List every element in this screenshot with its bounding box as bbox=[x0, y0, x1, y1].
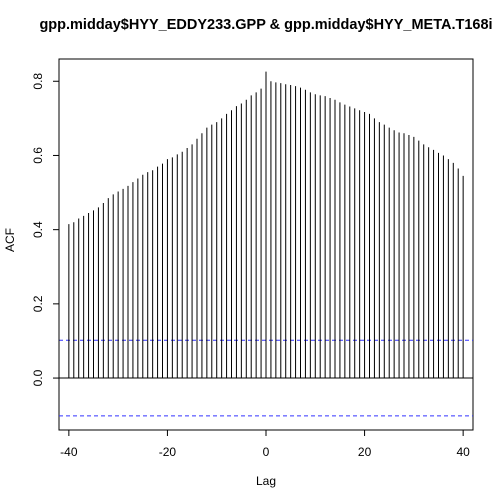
y-axis: 0.0 0.2 0.4 0.6 0.8 bbox=[31, 73, 60, 386]
x-tick-label: 0 bbox=[263, 445, 270, 459]
y-tick-label: 0.0 bbox=[31, 369, 45, 386]
y-tick-label: 0.6 bbox=[31, 147, 45, 164]
x-tick-label: -40 bbox=[60, 445, 78, 459]
x-tick-label: -20 bbox=[159, 445, 177, 459]
y-axis-label: ACF bbox=[3, 228, 17, 252]
chart-title: gpp.midday$HYY_EDDY233.GPP & gpp.midday$… bbox=[39, 17, 492, 33]
x-tick-label: 20 bbox=[358, 445, 372, 459]
y-tick-label: 0.8 bbox=[31, 73, 45, 90]
x-tick-label: 40 bbox=[456, 445, 470, 459]
x-axis-label: Lag bbox=[256, 474, 276, 488]
x-axis: -40 -20 0 20 40 bbox=[60, 429, 470, 459]
y-tick-label: 0.2 bbox=[31, 295, 45, 312]
acf-bars bbox=[68, 71, 464, 379]
y-tick-label: 0.4 bbox=[31, 221, 45, 238]
